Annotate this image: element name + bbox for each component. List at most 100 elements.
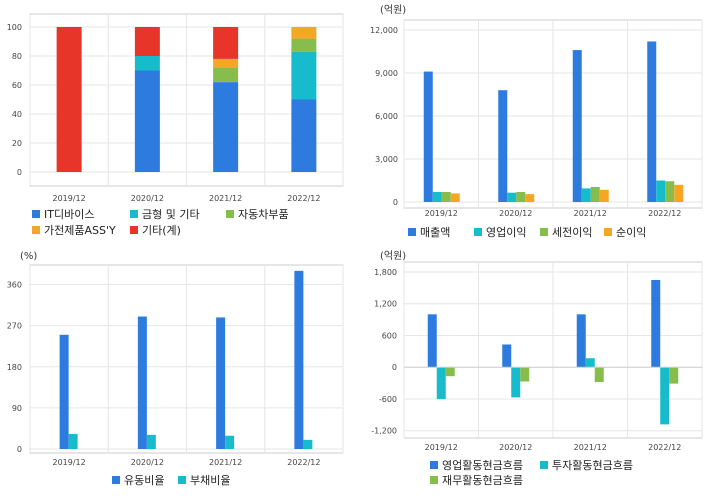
x-tick-label: 2019/12 (425, 209, 458, 218)
bar-영업이익-2022/12 (656, 180, 666, 202)
legend-swatch (430, 476, 438, 484)
bar-IT디바이스-2020/12 (134, 70, 160, 172)
unit-label: (억원) (380, 250, 406, 262)
bar-영업이익-2019/12 (432, 191, 442, 202)
y-tick-label: 80 (12, 52, 22, 61)
x-tick-label: 2020/12 (499, 443, 532, 452)
chart-ratios: 0 90 180 270 360 (%) 2019/12 2020/12 2021/12 2022… (7, 251, 344, 487)
legend-label: 유동비율 (124, 474, 164, 487)
bar-IT디바이스-2021/12 (213, 82, 239, 172)
y-tick-label: 6,000 (375, 112, 398, 121)
x-tick-label: 2021/12 (574, 443, 607, 452)
x-tick-label: 2019/12 (53, 194, 86, 203)
legend-swatch (540, 228, 548, 236)
bar-순이익-2022/12 (674, 184, 684, 202)
bar-투자활동현금흐름-2020/12 (511, 367, 521, 398)
y-tick-label: 360 (7, 281, 22, 290)
legend-label: 매출액 (420, 226, 450, 239)
legend-swatch (540, 461, 548, 469)
legend-label: 자동차부품 (238, 208, 289, 221)
x-tick-label: 2020/12 (499, 209, 532, 218)
legend-label: 영업활동현금흐름 (442, 458, 523, 472)
bar-세전이익-2020/12 (516, 191, 526, 202)
gridlines (403, 262, 703, 438)
bar-순이익-2020/12 (525, 194, 535, 202)
x-tick-label: 2021/12 (209, 458, 242, 467)
bar-영업활동현금흐름-2020/12 (502, 344, 512, 368)
bar-재무활동현금흐름-2022/12 (669, 367, 679, 384)
y-tick-label: 0 (393, 198, 398, 207)
y-tick-label: 9,000 (375, 69, 398, 78)
bar-기타(계)-2021/12 (213, 27, 239, 59)
legend-swatch (32, 226, 40, 234)
y-tick-label: 180 (7, 363, 22, 372)
y-tick-label: 0 (17, 168, 22, 177)
bar-유동비율-2020/12 (137, 316, 147, 449)
legend-swatch (112, 476, 120, 484)
x-tick-labels: 2019/12 2020/12 2021/12 2022/12 (425, 443, 682, 452)
y-tick-label: 12,000 (370, 26, 398, 35)
y-tick-label: 60 (12, 81, 22, 90)
legend-label: 투자활동현금흐름 (552, 458, 633, 472)
bar-기타(계)-2019/12 (56, 27, 82, 172)
bar-영업이익-2020/12 (507, 192, 517, 202)
bar-순이익-2021/12 (599, 189, 609, 202)
y-tick-label: 0 (17, 445, 22, 454)
bar-기타(계)-2020/12 (134, 27, 160, 56)
legend-swatch (430, 461, 438, 469)
x-tick-label: 2020/12 (131, 194, 164, 203)
x-tick-label: 2022/12 (648, 209, 681, 218)
bar-재무활동현금흐름-2020/12 (520, 367, 530, 382)
chart-income: 0 3,000 6,000 9,000 12,000 (억원) 2019/12 2020/12… (370, 4, 703, 239)
bar-세전이익-2022/12 (665, 181, 675, 202)
bar-영업이익-2021/12 (581, 188, 591, 202)
legend-swatch (226, 210, 234, 218)
legend: 유동비율 부채비율 (112, 474, 230, 487)
legend-swatch (32, 210, 40, 218)
legend-swatch (178, 476, 186, 484)
legend-label: 순이익 (616, 226, 646, 239)
y-tick-labels: -1,200 -600 0 600 1,200 1,800 (371, 268, 397, 436)
y-tick-label: 1,800 (374, 268, 397, 277)
bar-순이익-2019/12 (450, 193, 460, 202)
x-tick-label: 2022/12 (287, 458, 320, 467)
y-tick-label: 0 (392, 363, 397, 372)
legend-label: 금형 및 기타 (142, 208, 200, 221)
bar-가전제품ASS'Y-2021/12 (213, 58, 239, 68)
bar-매출액-2020/12 (498, 90, 508, 202)
bar-영업활동현금흐름-2022/12 (651, 279, 661, 368)
bar-부채비율-2019/12 (68, 433, 78, 449)
unit-label: (억원) (380, 4, 406, 16)
x-tick-labels: 2019/12 2020/12 2021/12 2022/12 (53, 458, 321, 467)
x-tick-labels: 2019/12 2020/12 2021/12 2022/12 (53, 194, 321, 203)
bars (427, 279, 679, 425)
bars (423, 41, 684, 202)
bars (56, 27, 317, 172)
x-tick-label: 2021/12 (209, 194, 242, 203)
bar-가전제품ASS'Y-2022/12 (291, 27, 317, 39)
bar-유동비율-2019/12 (59, 334, 69, 449)
bar-부채비율-2021/12 (225, 435, 235, 449)
y-tick-label: -600 (379, 395, 397, 404)
y-tick-label: 20 (12, 139, 22, 148)
bar-투자활동현금흐름-2022/12 (660, 367, 670, 425)
bar-투자활동현금흐름-2019/12 (436, 367, 446, 399)
bars (59, 270, 313, 449)
bar-금형 및 기타-2020/12 (134, 56, 160, 71)
bar-영업활동현금흐름-2019/12 (427, 314, 437, 368)
y-tick-labels: 0 20 40 60 80 100 (7, 23, 22, 177)
legend-label: 재무활동현금흐름 (442, 473, 523, 487)
x-tick-label: 2022/12 (648, 443, 681, 452)
bar-투자활동현금흐름-2021/12 (585, 358, 595, 368)
y-tick-label: 1,200 (374, 300, 397, 309)
unit-label: (%) (20, 251, 37, 262)
y-tick-label: 40 (12, 110, 22, 119)
legend: 매출액 영업이익 세전이익 순이익 (408, 226, 646, 239)
legend-label: 가전제품ASS'Y (44, 224, 116, 237)
bar-재무활동현금흐름-2019/12 (445, 367, 455, 377)
y-tick-label: 100 (7, 23, 22, 32)
x-tick-label: 2020/12 (131, 458, 164, 467)
